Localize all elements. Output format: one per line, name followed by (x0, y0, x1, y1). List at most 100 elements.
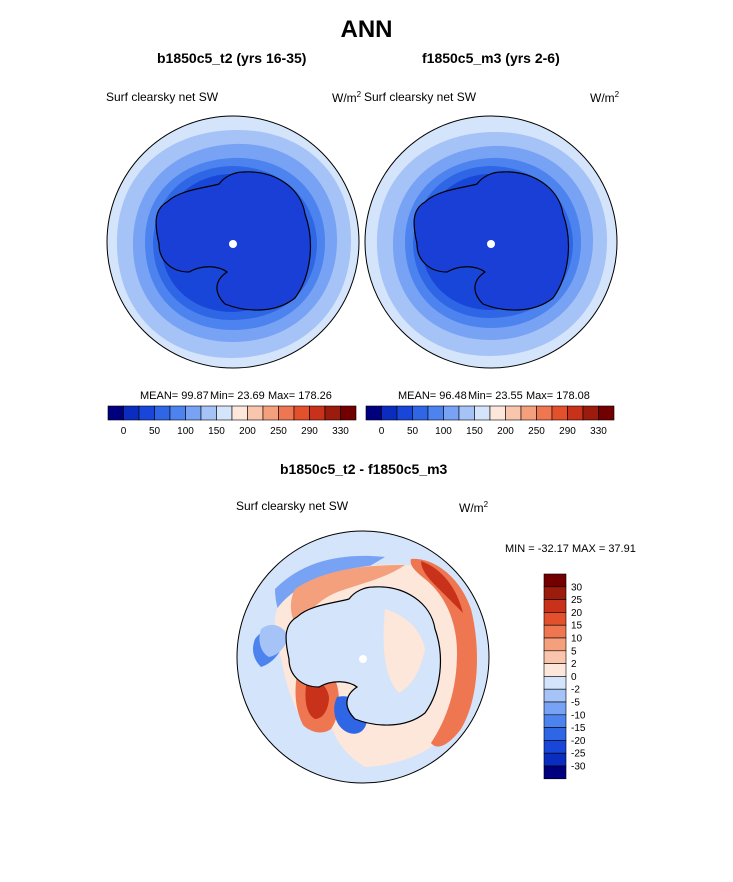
panel2-colorbar-tick-label: 330 (590, 426, 607, 437)
panel1-min: Min= 23.69 (210, 390, 265, 402)
panel1-colorbar-swatch (231, 405, 248, 421)
panel2-colorbar-swatch (598, 405, 615, 421)
panel1-colorbar-tick-label: 290 (301, 426, 318, 437)
panel1-colorbar-tick-label: 250 (270, 426, 287, 437)
panel1-units: W/m2 (332, 90, 362, 105)
panel1-variable-label: Surf clearsky net SW (106, 90, 219, 104)
panel2-colorbar-tick-label: 0 (379, 426, 385, 437)
panel1-colorbar-swatch (262, 405, 279, 421)
panel1-colorbar-swatch (138, 405, 155, 421)
panel2-variable-label: Surf clearsky net SW (364, 90, 477, 104)
panel1-colorbar-swatch (309, 405, 326, 421)
panel1-colorbar-tick-label: 0 (121, 426, 127, 437)
panel2-title: f1850c5_m3 (yrs 2-6) (422, 50, 560, 66)
panel3-colorbar-tick-label: -25 (571, 749, 586, 760)
panel1-colorbar-swatch (247, 405, 264, 421)
panel1-colorbar-tick-label: 100 (177, 426, 194, 437)
panel1-colorbar-tick-label: 200 (239, 426, 256, 437)
panel1-colorbar: 0 50 100 150 200 250 290 330 (107, 405, 357, 437)
panel3-minmax: MIN = -32.17 MAX = 37.91 (505, 543, 636, 555)
panel2-colorbar-swatch (474, 405, 491, 421)
panel2-colorbar-swatch (365, 405, 382, 421)
panel1-colorbar-swatch (216, 405, 233, 421)
panel3-colorbar-swatch (543, 637, 567, 652)
panel3-colorbar-swatch (543, 573, 567, 588)
panel2-colorbar-tick-label: 200 (497, 426, 514, 437)
panel2-colorbar-swatch (567, 405, 584, 421)
panel3-colorbar-tick-label: 25 (571, 595, 583, 606)
panel2-mean: MEAN= 96.48 (398, 390, 467, 402)
panel2-colorbar-tick-label: 250 (528, 426, 545, 437)
panel3-colorbar-swatch (543, 727, 567, 741)
panel1-colorbar-swatch (293, 405, 310, 421)
panel3-colorbar-tick-label: -10 (571, 710, 586, 721)
panel2-colorbar-swatch (551, 405, 568, 421)
panel3-variable-label: Surf clearsky net SW (236, 499, 349, 513)
page-title: ANN (340, 16, 393, 43)
panel3-title: b1850c5_t2 - f1850c5_m3 (280, 461, 448, 477)
panel3-colorbar-swatch (543, 624, 567, 639)
panel3-colorbar-tick-label: 2 (571, 659, 577, 670)
panel1-colorbar-swatch (200, 405, 217, 421)
panel2-colorbar-tick-label: 100 (435, 426, 452, 437)
panel1-colorbar-swatch (340, 405, 357, 421)
panel2-units: W/m2 (590, 90, 620, 105)
panel3-polar-map (236, 530, 490, 784)
panel2-min: Min= 23.55 (468, 390, 523, 402)
panel3-colorbar-tick-label: -20 (571, 736, 586, 747)
panel3-units: W/m2 (459, 500, 489, 515)
panel1-colorbar-swatch (169, 405, 186, 421)
panel1-polar-map (106, 115, 360, 369)
panel2-colorbar-swatch (458, 405, 475, 421)
panel3-colorbar-swatch (543, 714, 567, 728)
panel3-colorbar-tick-label: 30 (571, 582, 583, 593)
panel3-colorbar-tick-label: 5 (571, 646, 577, 657)
panel3-colorbar-tick-label: 15 (571, 621, 583, 632)
panel3-colorbar-swatch (543, 701, 567, 716)
panel2-colorbar-tick-label: 290 (559, 426, 576, 437)
panel1-mean: MEAN= 99.87 (140, 390, 209, 402)
panel2-max: Max= 178.08 (526, 390, 590, 402)
panel3-colorbar-tick-label: 0 (571, 672, 577, 683)
panel3-colorbar-tick-label: -5 (571, 698, 580, 709)
panel1-colorbar-swatch (154, 405, 171, 421)
panel3-colorbar-tick-label: -2 (571, 685, 580, 696)
panel2-colorbar-swatch (505, 405, 522, 421)
panel1-colorbar-swatch (185, 405, 202, 421)
panel2-colorbar-swatch (412, 405, 429, 421)
panel2-colorbar-tick-label: 50 (407, 426, 419, 437)
panel2-colorbar: 0 50 100 150 200 250 290 330 (365, 405, 615, 437)
panel2-colorbar-swatch (427, 405, 444, 421)
panel2-colorbar-swatch (582, 405, 599, 421)
panel2-colorbar-swatch (381, 405, 398, 421)
panel2-colorbar-swatch (520, 405, 537, 421)
panel3-colorbar-swatch (543, 676, 567, 690)
panel1-colorbar-tick-label: 330 (332, 426, 349, 437)
panel3-colorbar-swatch (543, 586, 567, 600)
panel2-polar-map (364, 115, 618, 369)
panel2-colorbar-swatch (396, 405, 413, 421)
panel3-colorbar-tick-label: -15 (571, 723, 586, 734)
panel3-colorbar-swatch (543, 612, 567, 626)
panel1-colorbar-swatch (107, 405, 124, 421)
panel1-colorbar-tick-label: 150 (208, 426, 225, 437)
panel3-colorbar-swatch (543, 599, 567, 613)
panel2-colorbar-swatch (489, 405, 506, 421)
panel3-colorbar-swatch (543, 765, 567, 780)
panel1-max: Max= 178.26 (268, 390, 332, 402)
panel3-colorbar-swatch (543, 740, 567, 754)
panel1-colorbar-tick-label: 50 (149, 426, 161, 437)
panel3-colorbar-swatch (543, 752, 567, 767)
panel3-colorbar-swatch (543, 650, 567, 664)
panel2-colorbar-swatch (536, 405, 553, 421)
panel1-title: b1850c5_t2 (yrs 16-35) (157, 50, 307, 66)
panel3-colorbar-tick-label: 20 (571, 608, 583, 619)
panel1-colorbar-swatch (123, 405, 140, 421)
panel2-colorbar-swatch (443, 405, 460, 421)
panel3-colorbar-tick-label: -30 (571, 762, 586, 773)
panel2-colorbar-tick-label: 150 (466, 426, 483, 437)
panel3-colorbar-swatch (543, 663, 567, 677)
panel1-colorbar-swatch (278, 405, 295, 421)
panel1-colorbar-swatch (324, 405, 341, 421)
